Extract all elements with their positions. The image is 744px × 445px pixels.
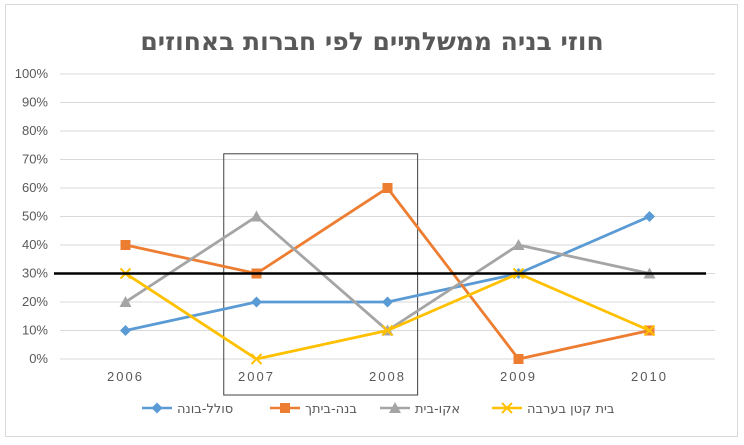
x-tick-label: 2006 [107,369,144,384]
chart-title: חוזי בניה ממשלתיים לפי חברות באחוזים [140,27,603,56]
data-point [512,239,525,250]
legend-item: סולל-בונה [142,402,233,417]
x-tick-label: 2007 [238,369,275,384]
data-point [389,402,401,413]
data-point [119,296,132,307]
y-tick-label: 50% [22,209,48,224]
data-point [513,354,524,364]
legend-label: סולל-בונה [177,402,233,417]
y-tick-label: 40% [22,237,48,252]
y-tick-label: 20% [22,294,48,309]
gridlines [60,73,715,360]
legend-item: בית קטן בערבה [492,402,614,417]
data-point [501,402,513,414]
y-tick-label: 0% [29,351,48,366]
x-tick-label: 2010 [631,369,668,384]
y-tick-label: 10% [22,323,48,338]
data-point [120,240,131,250]
legend-label: בנה-ביתך [305,402,357,417]
chart-area [5,4,738,437]
x-tick-label: 2009 [500,369,537,384]
data-point [644,211,655,222]
y-tick-label: 90% [22,95,48,110]
y-tick-label: 80% [22,123,48,138]
data-point [250,353,263,365]
y-axis-ticks: 0% 10% 20% 30% 40% 50% 60% 70% 80% 90% 100% [15,66,49,366]
data-point [280,403,290,413]
legend-label: אקו-בית [415,402,460,417]
data-point [382,296,393,308]
x-axis-ticks: 2006 2007 2008 2009 2010 [107,369,668,384]
data-point [251,296,262,308]
legend: סולל-בונה בנה-ביתך אקו-בית בית קטן בערבה [142,402,614,417]
x-tick-label: 2008 [369,369,406,384]
legend-item: בנה-ביתך [270,402,357,417]
data-point [381,324,394,337]
data-point [120,325,131,336]
y-tick-label: 30% [22,266,48,281]
data-point [382,183,393,193]
data-point [250,210,263,222]
y-tick-label: 100% [15,66,49,81]
series-x [119,267,656,365]
y-tick-label: 60% [22,180,48,195]
legend-label: בית קטן בערבה [527,402,614,417]
y-tick-label: 70% [22,152,48,167]
data-point [643,324,656,337]
data-point [151,402,163,414]
legend-item: אקו-בית [380,402,460,417]
